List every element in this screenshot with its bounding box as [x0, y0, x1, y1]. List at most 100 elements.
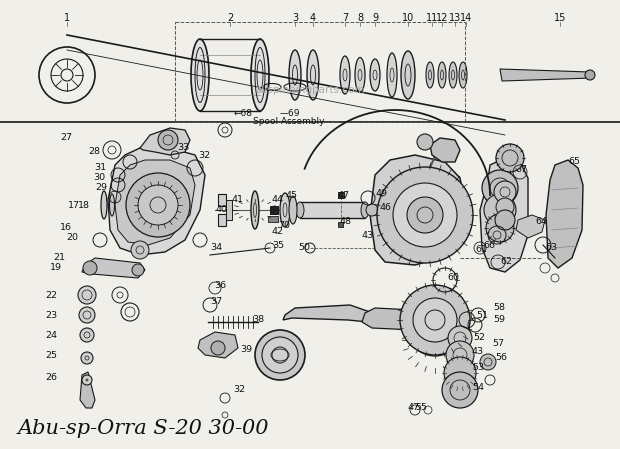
- Text: 67: 67: [515, 166, 527, 175]
- Text: 29: 29: [95, 184, 107, 193]
- Polygon shape: [80, 372, 95, 408]
- Circle shape: [138, 185, 178, 225]
- Polygon shape: [315, 300, 405, 345]
- Polygon shape: [362, 308, 420, 330]
- Circle shape: [211, 341, 225, 355]
- Circle shape: [407, 197, 443, 233]
- Circle shape: [494, 181, 516, 203]
- Text: 56: 56: [495, 353, 507, 362]
- Circle shape: [82, 375, 92, 385]
- Polygon shape: [546, 160, 583, 268]
- Circle shape: [78, 286, 96, 304]
- Text: 9: 9: [372, 13, 378, 23]
- Text: 3: 3: [292, 13, 298, 23]
- Bar: [270, 206, 278, 214]
- Ellipse shape: [251, 39, 269, 111]
- Text: 66: 66: [483, 242, 495, 251]
- Text: 32: 32: [198, 150, 210, 159]
- Text: 58: 58: [493, 304, 505, 313]
- Text: 62: 62: [500, 257, 512, 267]
- Text: 63: 63: [545, 243, 557, 252]
- Ellipse shape: [110, 194, 115, 216]
- Circle shape: [496, 198, 514, 216]
- Polygon shape: [430, 138, 460, 162]
- Text: 40: 40: [215, 206, 227, 215]
- Text: 43: 43: [472, 348, 484, 357]
- Text: 27: 27: [60, 133, 72, 142]
- Text: 25: 25: [45, 351, 57, 360]
- Text: 44: 44: [272, 194, 284, 203]
- Text: 46: 46: [380, 203, 392, 212]
- Text: 21: 21: [53, 254, 65, 263]
- Circle shape: [255, 330, 305, 380]
- Circle shape: [417, 207, 433, 223]
- Text: allspinningparts.com: allspinningparts.com: [255, 85, 365, 95]
- Text: Spool Assembly: Spool Assembly: [253, 118, 324, 127]
- Text: 20: 20: [66, 233, 78, 242]
- Text: 59: 59: [493, 316, 505, 325]
- Text: 11: 11: [426, 13, 438, 23]
- Bar: [218, 194, 226, 206]
- Text: 47: 47: [408, 404, 420, 413]
- Text: 1: 1: [64, 13, 70, 23]
- Circle shape: [79, 307, 95, 323]
- Ellipse shape: [438, 62, 446, 88]
- Text: 28: 28: [88, 148, 100, 157]
- Text: ←68: ←68: [234, 109, 253, 118]
- Polygon shape: [82, 258, 145, 278]
- Circle shape: [444, 357, 476, 389]
- Circle shape: [448, 326, 472, 350]
- Polygon shape: [500, 69, 592, 81]
- Circle shape: [413, 298, 457, 342]
- Text: 15: 15: [554, 13, 566, 23]
- Text: 23: 23: [45, 311, 57, 320]
- Text: 41: 41: [232, 194, 244, 203]
- Text: 4: 4: [310, 13, 316, 23]
- Text: 42: 42: [272, 228, 284, 237]
- Text: 2: 2: [227, 13, 233, 23]
- Bar: [300, 202, 365, 218]
- Circle shape: [126, 173, 190, 237]
- Text: 54: 54: [472, 383, 484, 392]
- Text: 70: 70: [278, 220, 290, 229]
- Bar: [338, 222, 343, 227]
- Text: 47: 47: [338, 190, 350, 199]
- Ellipse shape: [370, 59, 380, 91]
- Circle shape: [486, 214, 514, 242]
- Circle shape: [83, 261, 97, 275]
- Ellipse shape: [449, 62, 457, 88]
- Text: 55: 55: [415, 402, 427, 411]
- Text: 36: 36: [214, 281, 226, 290]
- Ellipse shape: [289, 196, 297, 224]
- Circle shape: [480, 354, 496, 370]
- Circle shape: [377, 167, 473, 263]
- Text: 43: 43: [362, 232, 374, 241]
- Polygon shape: [115, 160, 195, 245]
- Ellipse shape: [101, 191, 107, 219]
- Text: 19: 19: [50, 264, 62, 273]
- Ellipse shape: [191, 39, 209, 111]
- Text: 52: 52: [473, 333, 485, 342]
- Circle shape: [81, 352, 93, 364]
- Circle shape: [482, 170, 518, 206]
- Text: 60: 60: [447, 273, 459, 282]
- Circle shape: [132, 264, 144, 276]
- Text: 37: 37: [210, 298, 222, 307]
- Ellipse shape: [426, 62, 434, 88]
- Ellipse shape: [340, 56, 350, 94]
- Circle shape: [366, 204, 378, 216]
- Circle shape: [495, 210, 515, 230]
- Text: 8: 8: [357, 13, 363, 23]
- Text: 17: 17: [68, 201, 80, 210]
- Circle shape: [585, 70, 595, 80]
- Ellipse shape: [280, 193, 290, 227]
- Circle shape: [393, 183, 457, 247]
- Text: 32: 32: [233, 386, 245, 395]
- Circle shape: [446, 341, 474, 369]
- Polygon shape: [140, 128, 190, 155]
- Circle shape: [131, 241, 149, 259]
- Text: 16: 16: [60, 224, 72, 233]
- Text: 33: 33: [177, 144, 189, 153]
- Circle shape: [496, 144, 524, 172]
- Text: 13: 13: [449, 13, 461, 23]
